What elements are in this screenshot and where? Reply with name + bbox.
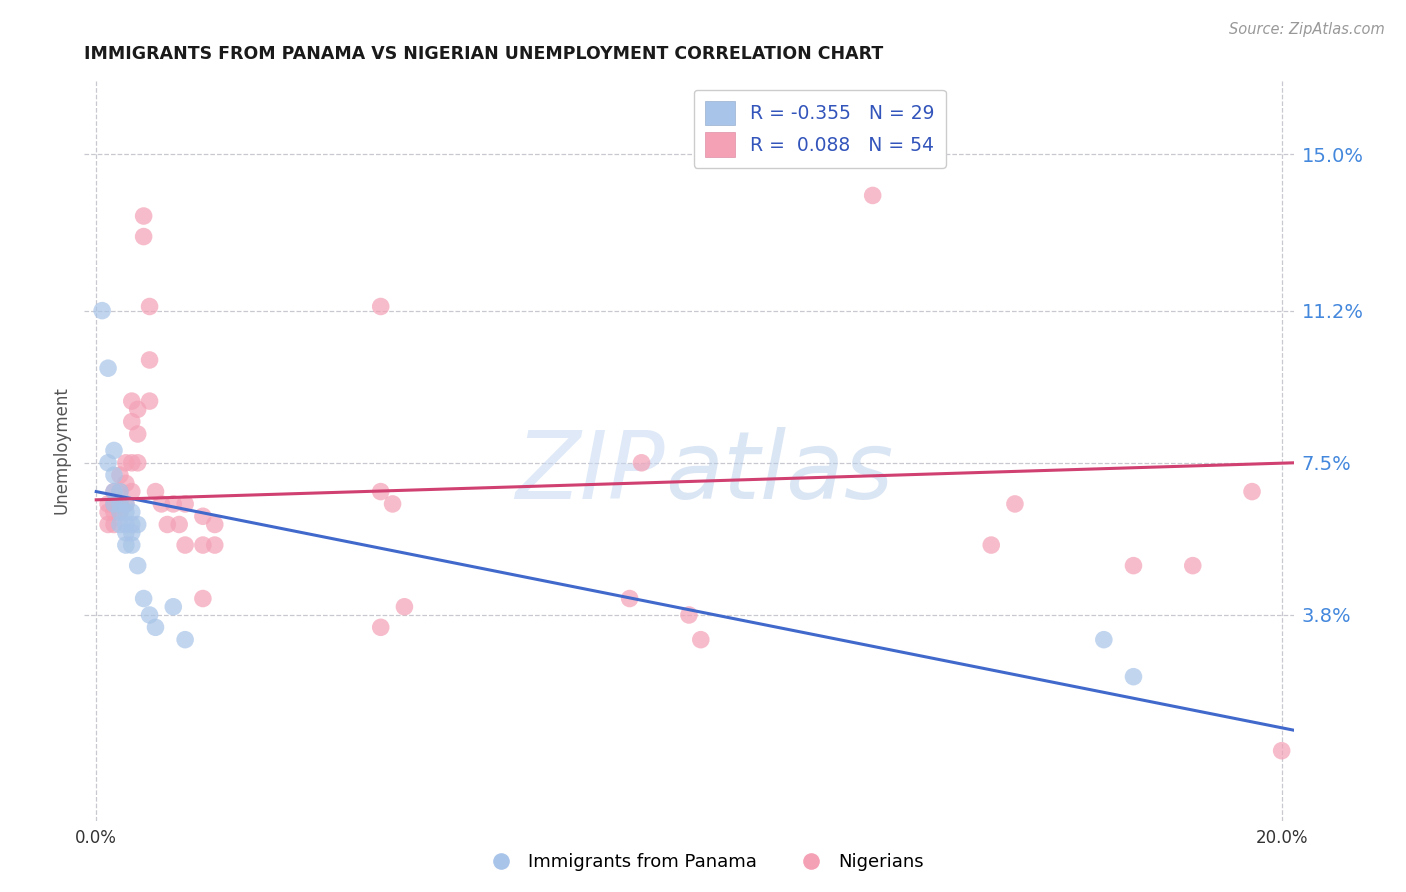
Point bbox=[1122, 558, 1144, 573]
Point bbox=[150, 497, 173, 511]
Point bbox=[103, 505, 125, 519]
Point bbox=[127, 402, 149, 417]
Point bbox=[689, 632, 711, 647]
Y-axis label: Unemployment: Unemployment bbox=[52, 386, 70, 515]
Point bbox=[132, 209, 155, 223]
Point bbox=[97, 497, 120, 511]
Point bbox=[1240, 484, 1263, 499]
Point bbox=[121, 394, 143, 409]
Point bbox=[121, 525, 143, 540]
Point bbox=[1004, 497, 1026, 511]
Point bbox=[115, 476, 138, 491]
Text: IMMIGRANTS FROM PANAMA VS NIGERIAN UNEMPLOYMENT CORRELATION CHART: IMMIGRANTS FROM PANAMA VS NIGERIAN UNEMP… bbox=[84, 45, 883, 63]
Point bbox=[370, 620, 392, 634]
Point bbox=[132, 229, 155, 244]
Point bbox=[138, 394, 160, 409]
Point bbox=[127, 456, 149, 470]
Point bbox=[394, 599, 416, 614]
Text: ZIP: ZIP bbox=[515, 427, 665, 518]
Point bbox=[138, 300, 160, 314]
Point bbox=[121, 415, 143, 429]
Point bbox=[115, 538, 138, 552]
Point bbox=[91, 303, 114, 318]
Point bbox=[108, 497, 131, 511]
Point bbox=[103, 497, 125, 511]
Point bbox=[115, 497, 138, 511]
Point bbox=[167, 517, 190, 532]
Point bbox=[108, 505, 131, 519]
Text: atlas: atlas bbox=[665, 427, 893, 518]
Legend: Immigrants from Panama, Nigerians: Immigrants from Panama, Nigerians bbox=[475, 847, 931, 879]
Point bbox=[204, 517, 226, 532]
Point bbox=[103, 497, 125, 511]
Point bbox=[103, 484, 125, 499]
Point bbox=[191, 538, 214, 552]
Point bbox=[115, 517, 138, 532]
Point bbox=[1092, 632, 1115, 647]
Point bbox=[370, 484, 392, 499]
Point bbox=[97, 361, 120, 376]
Point bbox=[370, 300, 392, 314]
Point bbox=[1122, 670, 1144, 684]
Point bbox=[115, 525, 138, 540]
Point bbox=[121, 517, 143, 532]
Point bbox=[174, 497, 197, 511]
Point bbox=[97, 505, 120, 519]
Point bbox=[115, 456, 138, 470]
Point bbox=[138, 353, 160, 368]
Point bbox=[108, 468, 131, 483]
Point bbox=[103, 484, 125, 499]
Point bbox=[191, 591, 214, 606]
Point bbox=[127, 517, 149, 532]
Point bbox=[174, 632, 197, 647]
Point bbox=[145, 620, 167, 634]
Point bbox=[108, 484, 131, 499]
Point bbox=[127, 558, 149, 573]
Point bbox=[103, 468, 125, 483]
Point bbox=[204, 538, 226, 552]
Point bbox=[619, 591, 641, 606]
Point bbox=[980, 538, 1002, 552]
Point bbox=[121, 484, 143, 499]
Legend: R = -0.355   N = 29, R =  0.088   N = 54: R = -0.355 N = 29, R = 0.088 N = 54 bbox=[693, 90, 946, 168]
Text: Source: ZipAtlas.com: Source: ZipAtlas.com bbox=[1229, 22, 1385, 37]
Point bbox=[103, 517, 125, 532]
Point bbox=[381, 497, 404, 511]
Point bbox=[1271, 744, 1294, 758]
Point bbox=[678, 607, 700, 622]
Point bbox=[191, 509, 214, 524]
Point bbox=[121, 505, 143, 519]
Point bbox=[121, 456, 143, 470]
Point bbox=[127, 427, 149, 442]
Point bbox=[630, 456, 652, 470]
Point bbox=[115, 505, 138, 519]
Point bbox=[862, 188, 884, 202]
Point bbox=[145, 484, 167, 499]
Point bbox=[138, 607, 160, 622]
Point bbox=[108, 505, 131, 519]
Point bbox=[115, 497, 138, 511]
Point bbox=[108, 484, 131, 499]
Point bbox=[162, 497, 184, 511]
Point bbox=[108, 517, 131, 532]
Point bbox=[174, 538, 197, 552]
Point bbox=[103, 443, 125, 458]
Point bbox=[97, 517, 120, 532]
Point bbox=[121, 538, 143, 552]
Point bbox=[1181, 558, 1204, 573]
Point bbox=[156, 517, 179, 532]
Point bbox=[162, 599, 184, 614]
Point bbox=[97, 456, 120, 470]
Point bbox=[132, 591, 155, 606]
Point bbox=[108, 497, 131, 511]
